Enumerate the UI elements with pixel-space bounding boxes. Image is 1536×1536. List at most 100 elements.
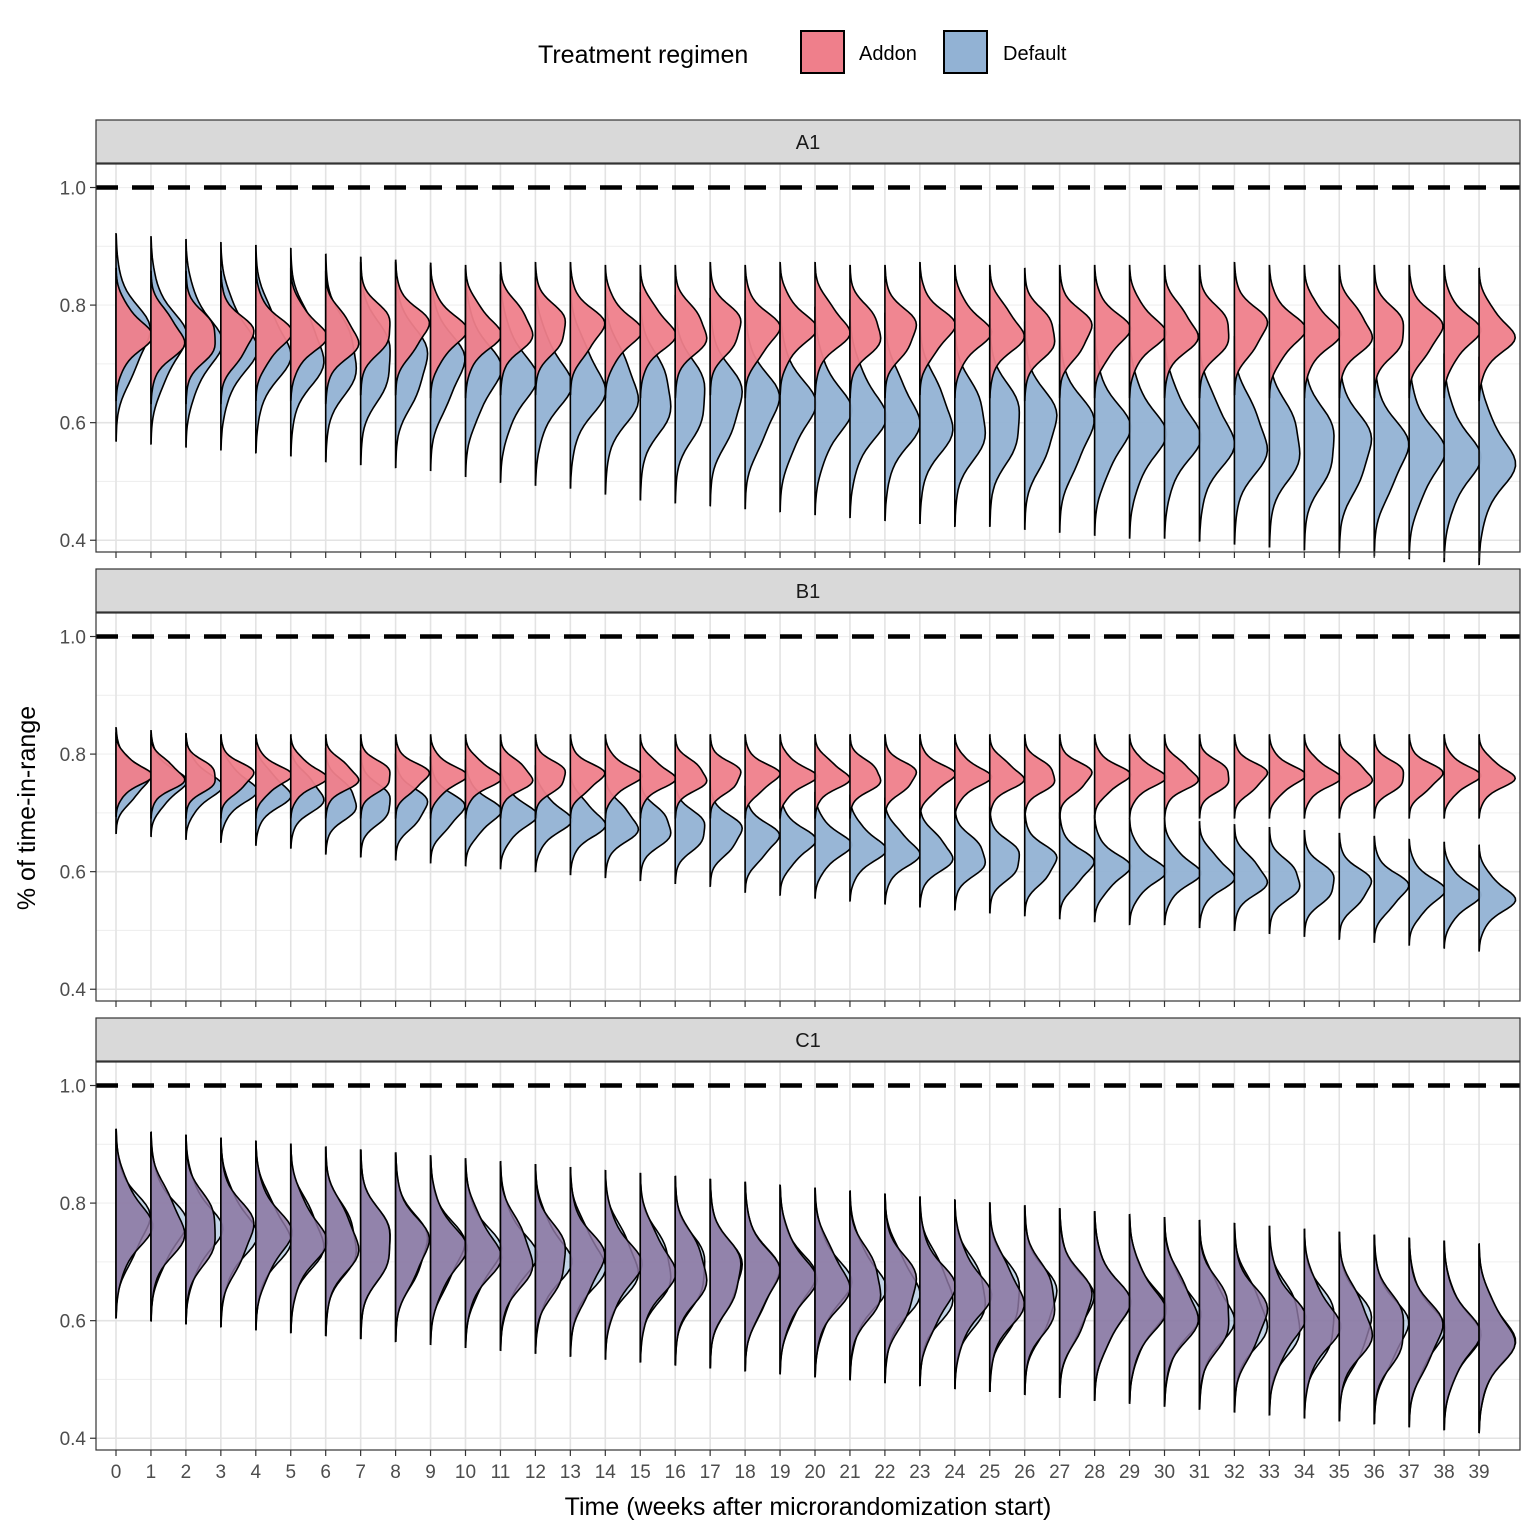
x-tick-label: 36: [1364, 1462, 1385, 1483]
x-tick-label: 3: [216, 1462, 227, 1483]
violin-addon-week-12: [534, 261, 567, 396]
violin-addon-week-2: [185, 1134, 216, 1325]
violin-addon-week-16: [674, 264, 708, 399]
violin-addon-week-11: [499, 261, 534, 396]
facet-label: B1: [796, 581, 820, 603]
panel-border: [95, 612, 1521, 1002]
x-tick-label: 0: [111, 1462, 122, 1483]
violin-addon-week-3: [220, 734, 255, 819]
y-tick-label: 0.8: [60, 745, 86, 766]
y-tick-label: 0.6: [60, 1312, 86, 1333]
violin-default-week-32: [1233, 823, 1269, 932]
violin-addon-week-30: [1163, 264, 1200, 399]
violin-addon-week-32: [1233, 734, 1269, 819]
facet-label: A1: [796, 132, 820, 154]
violin-default-week-33: [1268, 826, 1301, 935]
violin-addon-week-37: [1408, 1237, 1444, 1428]
x-tick-label: 37: [1399, 1462, 1420, 1483]
x-tick-label: 17: [700, 1462, 721, 1483]
violin-addon-week-36: [1373, 1234, 1405, 1425]
y-tick-label: 0.6: [60, 414, 86, 435]
violin-addon-week-16: [674, 1175, 708, 1366]
x-tick-label: 34: [1294, 1462, 1316, 1483]
violin-addon-week-27: [1058, 734, 1093, 819]
violin-addon-week-25: [988, 1202, 1026, 1393]
violin-addon-week-18: [744, 734, 782, 819]
x-tick-label: 22: [874, 1462, 895, 1483]
violin-addon-week-23: [919, 1196, 957, 1387]
violin-addon-week-22: [884, 1193, 918, 1384]
violin-addon-week-25: [988, 264, 1026, 399]
violin-addon-week-31: [1198, 1219, 1230, 1410]
violin-addon-week-18: [744, 1181, 782, 1372]
violin-addon-week-21: [849, 734, 882, 819]
violin-addon-week-3: [220, 270, 255, 405]
x-tick-label: 19: [769, 1462, 790, 1483]
gridlines: [96, 613, 1520, 1001]
y-tick-label: 0.4: [60, 980, 87, 1001]
x-tick-label: 7: [355, 1462, 366, 1483]
violin-addon-week-35: [1338, 264, 1374, 399]
x-axis: 0 1 2 3 4 5 6 7 8 9 10 11 12 13 14 15 16 17 18 19 20 21 22 23 24…: [111, 1462, 1490, 1483]
x-tick-label: 33: [1259, 1462, 1280, 1483]
facet-panels: A1 0.4 0.6 0.8 1.0 B1 0.4 0.6 0.8 1.0 C1 0.4 0.6 0.8 1…: [60, 119, 1521, 1456]
facet-strip: [95, 119, 1521, 164]
violin-default-week-36: [1373, 835, 1410, 943]
violin-addon-week-32: [1233, 1222, 1269, 1413]
panel-A1: A1 0.4 0.6 0.8 1.0: [60, 119, 1521, 566]
x-tick-label: 27: [1049, 1462, 1070, 1483]
violin-addon-week-11: [499, 1160, 534, 1352]
x-tick-label: 29: [1119, 1462, 1140, 1483]
x-tick-label: 2: [181, 1462, 192, 1483]
x-tick-label: 1: [146, 1462, 157, 1483]
x-axis-title: Time (weeks after microrandomization sta…: [565, 1493, 1052, 1521]
violin-addon-week-3: [220, 1137, 255, 1328]
facet-label: C1: [795, 1030, 821, 1052]
violin-addon-week-23: [919, 261, 957, 396]
y-tick-label: 0.8: [60, 1194, 86, 1215]
x-tick-label: 16: [665, 1462, 686, 1483]
violin-addon-week-26: [1023, 267, 1056, 402]
panel-border: [95, 163, 1521, 553]
violin-default-week-27: [1058, 812, 1095, 920]
violin-addon-week-35: [1338, 733, 1374, 819]
x-tick-label: 11: [491, 1462, 511, 1483]
y-tick-label: 0.6: [60, 863, 86, 884]
violins: [115, 1128, 1517, 1434]
x-tick-label: 31: [1189, 1462, 1210, 1483]
violin-addon-week-8: [394, 261, 431, 396]
x-tick-label: 10: [455, 1462, 476, 1483]
x-tick-label: 25: [979, 1462, 1000, 1483]
violin-addon-week-25: [988, 733, 1026, 819]
x-tick-label: 24: [944, 1462, 966, 1483]
legend-title: Treatment regimen: [538, 41, 748, 69]
violin-addon-week-21: [849, 264, 882, 399]
legend: Treatment regimen Addon Default: [538, 30, 1067, 74]
x-tick-label: 32: [1224, 1462, 1245, 1483]
x-tick-label: 26: [1014, 1462, 1035, 1483]
x-tick-label: 4: [251, 1462, 262, 1483]
x-tick-label: 21: [839, 1462, 860, 1483]
legend-swatch-default: [943, 30, 988, 74]
violin-addon-week-39: [1478, 267, 1517, 402]
violin-addon-week-12: [534, 1163, 567, 1354]
violin-addon-week-13: [569, 734, 606, 819]
facet-strip: [95, 1017, 1521, 1062]
violin-default-week-35: [1338, 832, 1373, 941]
violin-addon-week-6: [324, 734, 360, 819]
facet-strip: [95, 568, 1521, 613]
violins: [115, 726, 1517, 952]
violin-addon-week-17: [709, 1178, 742, 1369]
violin-addon-week-7: [359, 734, 391, 819]
violin-addon-week-7: [359, 261, 391, 396]
violin-addon-week-8: [394, 1152, 431, 1343]
panel-border: [95, 1061, 1521, 1451]
x-tick-label: 23: [909, 1462, 930, 1483]
x-tick-label: 13: [560, 1462, 581, 1483]
violin-addon-week-36: [1373, 264, 1405, 399]
violin-addon-week-32: [1233, 261, 1269, 396]
x-tick-label: 9: [425, 1462, 436, 1483]
violin-addon-week-6: [324, 270, 360, 405]
x-tick-label: 15: [630, 1462, 651, 1483]
